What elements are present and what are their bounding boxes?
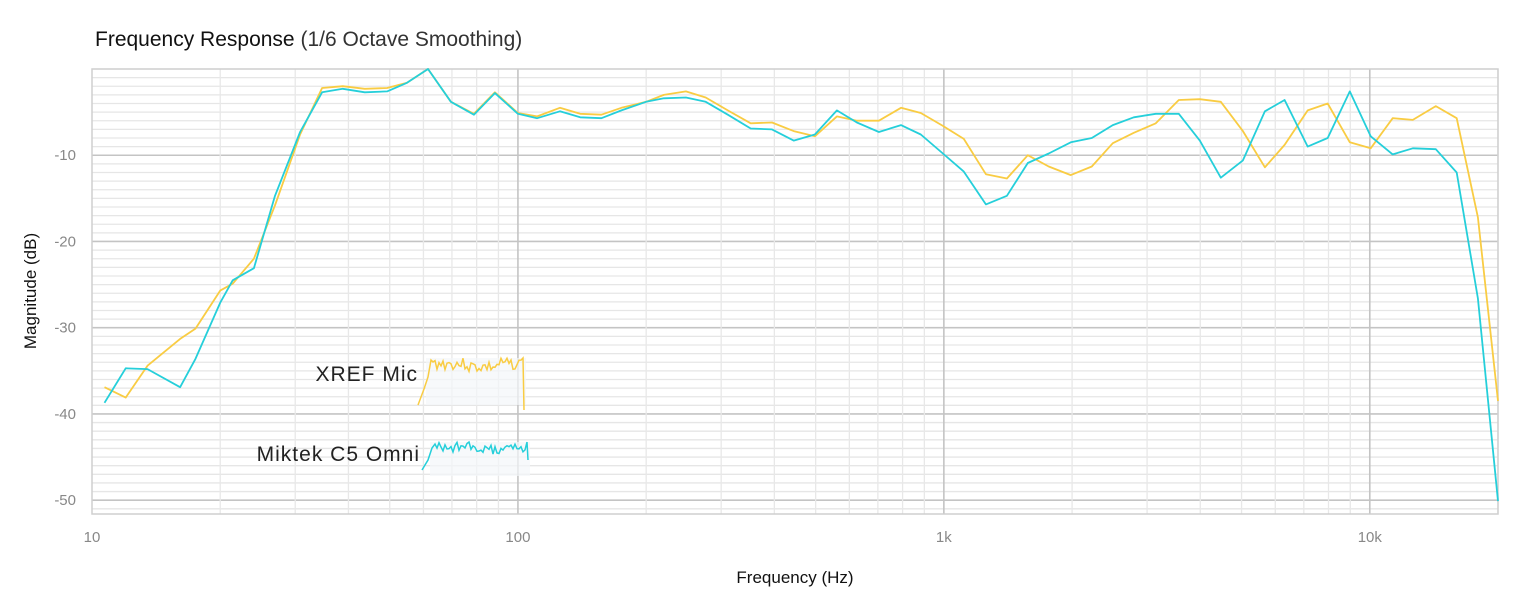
legend-label: Miktek C5 Omni — [257, 443, 420, 466]
y-tick-label: -10 — [54, 147, 76, 164]
legend-item-miktek-c5-omni: Miktek C5 Omni — [257, 440, 530, 476]
grid — [91, 68, 1499, 515]
y-tick-label: -20 — [54, 233, 76, 250]
chart-subtitle: (1/6 Octave Smoothing) — [300, 28, 523, 51]
tick-labels: 10 100 1k 10k -10 -20 -30 -40 -50 — [54, 147, 1382, 546]
y-tick-label: -50 — [54, 492, 76, 509]
legend-sample-trace — [417, 356, 525, 411]
legend-item-xref-mic: XREF Mic — [316, 356, 526, 411]
x-tick-label: 1k — [936, 529, 952, 546]
legend: XREF Mic Miktek C5 Omni — [257, 356, 530, 476]
y-tick-label: -40 — [54, 406, 76, 423]
plot-border — [91, 68, 1499, 515]
legend-sample-trace — [421, 440, 529, 471]
x-axis-title: Frequency (Hz) — [736, 568, 853, 587]
legend-label: XREF Mic — [316, 363, 419, 386]
x-tick-label: 100 — [505, 529, 530, 546]
x-tick-label: 10k — [1358, 529, 1383, 546]
chart-title: Frequency Response (1/6 Octave Smoothing… — [95, 28, 522, 52]
y-axis-title: Magnitude (dB) — [21, 233, 40, 349]
y-tick-label: -30 — [54, 320, 76, 337]
series-line-miktek-c5-omni — [103, 68, 1499, 502]
series-lines — [103, 68, 1499, 502]
chart-title-text: Frequency Response — [95, 28, 295, 51]
x-tick-label: 10 — [84, 529, 101, 546]
series-line-xref-mic — [104, 68, 1499, 402]
